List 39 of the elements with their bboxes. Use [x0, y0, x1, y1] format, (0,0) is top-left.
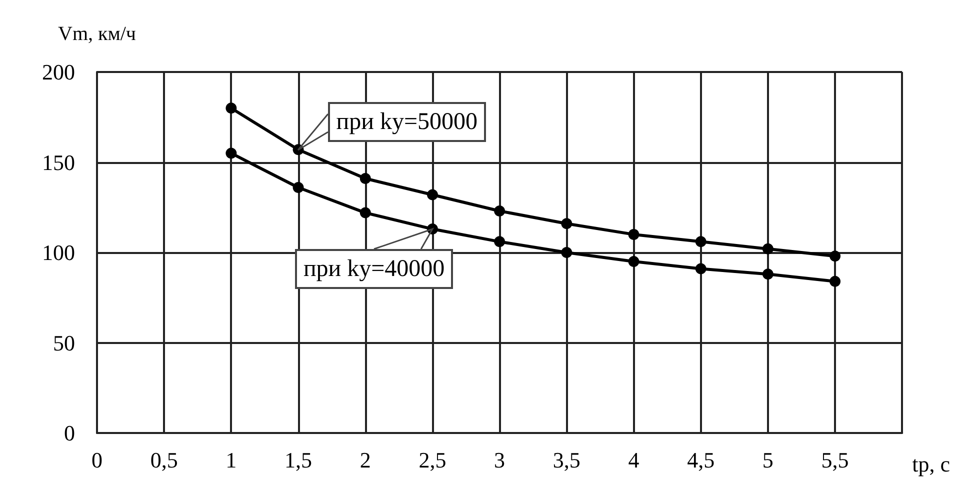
annotation: при ky=50000: [328, 102, 486, 142]
x-tick-label: 2: [360, 448, 371, 472]
annotation: при ky=40000: [295, 249, 453, 290]
y-axis-title: Vm, км/ч: [58, 23, 136, 45]
x-tick-label: 4,5: [687, 448, 715, 472]
point: [360, 173, 371, 184]
point: [494, 205, 506, 216]
x-tick-label: 3,5: [552, 448, 580, 472]
x-axis-title: tp, с: [912, 452, 950, 476]
point: [830, 276, 841, 287]
x-tick-label: 5,5: [821, 448, 849, 472]
point: [695, 236, 706, 248]
x-tick-label: 3: [494, 448, 506, 472]
y-tick-label: 0: [64, 420, 75, 446]
point: [830, 250, 841, 262]
point: [561, 218, 572, 230]
point: [226, 148, 237, 159]
y-tick-label: 200: [42, 60, 75, 84]
x-tick-label: 0,5: [150, 448, 178, 472]
point: [762, 268, 774, 280]
point: [226, 102, 237, 114]
x-tick-label: 1: [226, 448, 237, 472]
x-tick-label: 2,5: [418, 448, 446, 472]
point: [494, 236, 506, 248]
point: [628, 256, 640, 268]
x-tick-label: 4: [628, 448, 640, 472]
x-tick-label: 0: [92, 448, 102, 472]
point: [762, 243, 774, 254]
x-tick-label: 5: [762, 448, 774, 472]
point: [561, 247, 572, 258]
point: [292, 182, 304, 194]
x-tick-label: 1,5: [284, 448, 312, 472]
point: [360, 207, 371, 218]
y-tick-label: 150: [42, 150, 75, 175]
y-tick-label: 50: [53, 330, 75, 356]
point: [426, 189, 438, 200]
point: [695, 263, 706, 274]
point: [628, 228, 640, 240]
y-tick-label: 100: [42, 240, 75, 265]
